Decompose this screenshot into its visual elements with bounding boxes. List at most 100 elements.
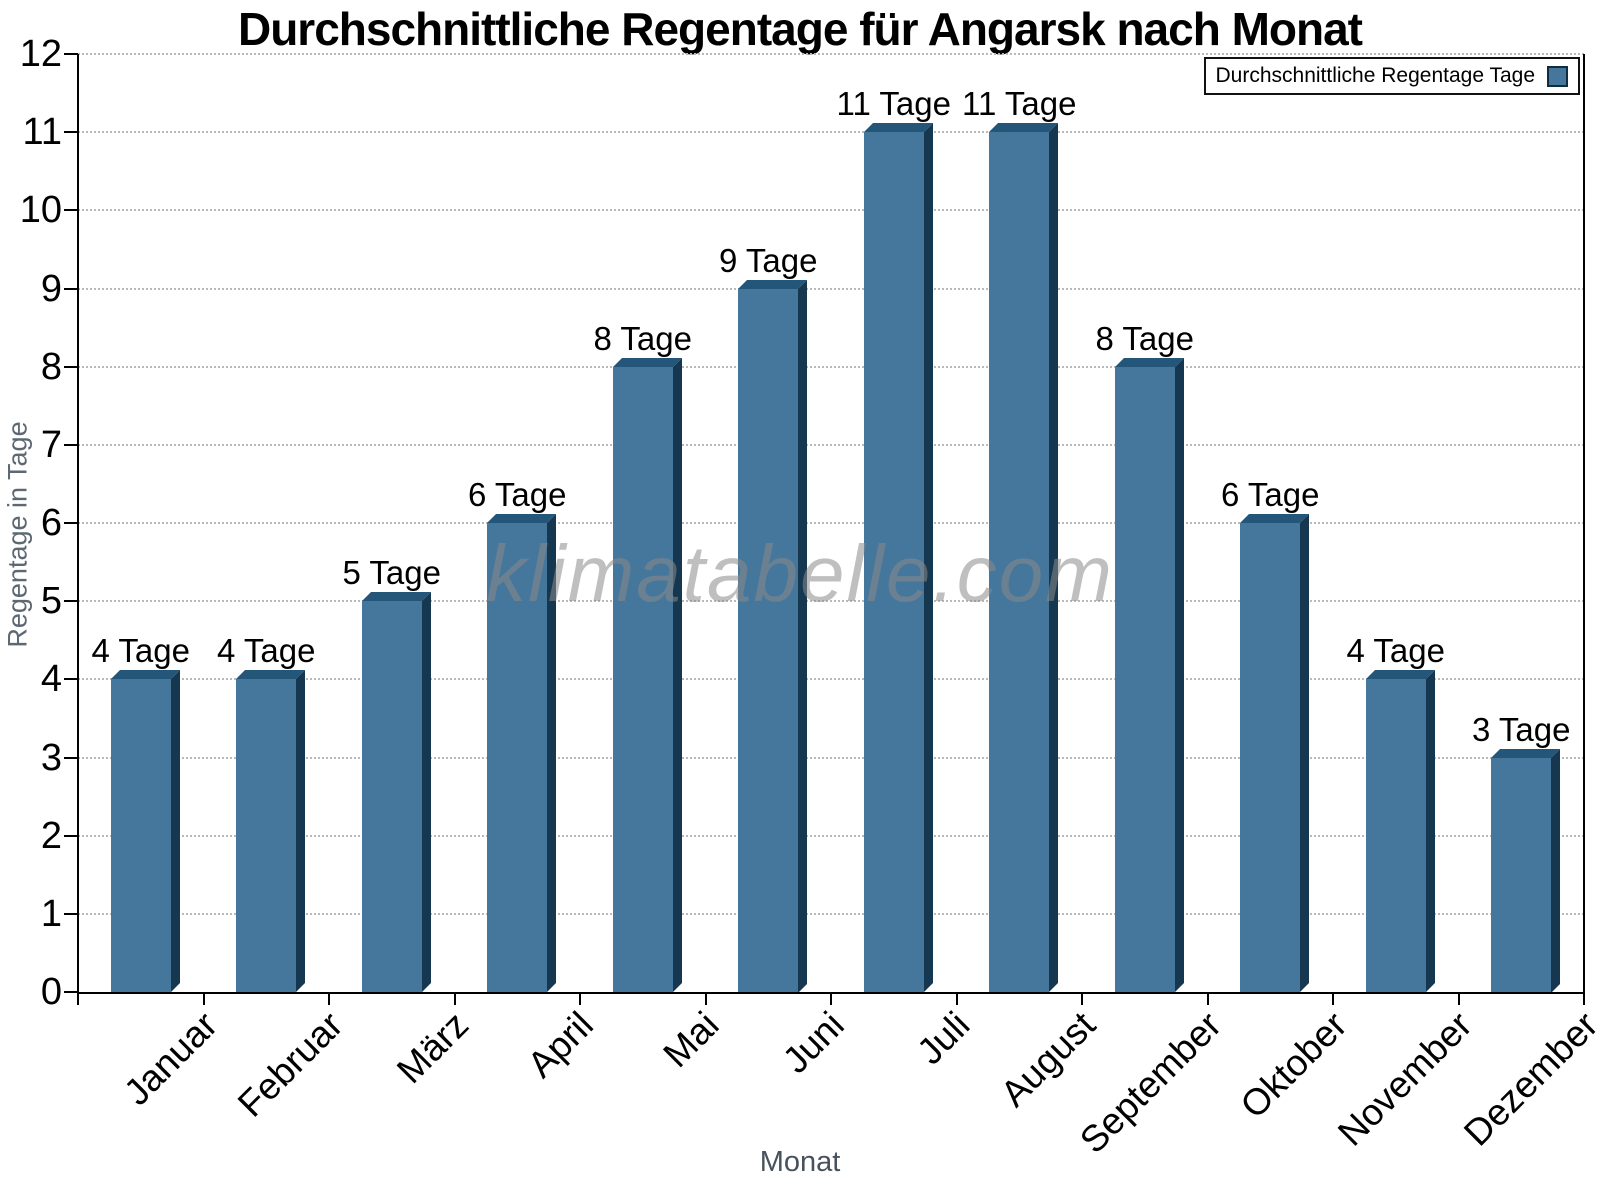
gridline — [78, 287, 1584, 290]
bar-face — [1114, 366, 1175, 992]
y-axis-line — [77, 54, 79, 994]
bar-face — [989, 132, 1050, 992]
bar-top-face — [1491, 748, 1561, 758]
y-tick-label: 4 — [40, 658, 62, 701]
legend: Durchschnittliche Regentage Tage — [1203, 57, 1580, 95]
bar-value-label: 6 Tage — [468, 476, 567, 513]
gridline — [78, 365, 1584, 368]
x-axis-title: Monat — [759, 1146, 841, 1178]
x-axis-line — [77, 992, 1585, 994]
y-tick — [64, 287, 78, 290]
bar-face — [110, 679, 171, 992]
x-category-label: August — [992, 1004, 1104, 1115]
y-tick — [64, 365, 78, 368]
y-tick — [64, 522, 78, 524]
y-tick-label: 9 — [40, 267, 62, 310]
right-border-line — [1583, 54, 1585, 994]
bar-face — [863, 132, 924, 992]
legend-swatch-icon — [1547, 65, 1568, 87]
gridline — [78, 131, 1584, 134]
x-tick — [328, 992, 330, 1005]
y-tick-label: 12 — [19, 33, 62, 75]
x-tick — [955, 992, 958, 1005]
x-tick — [1206, 992, 1209, 1005]
bar-value-label: 11 Tage — [962, 85, 1077, 123]
bar-value-label: 4 Tage — [217, 632, 316, 670]
gridline — [78, 522, 1584, 524]
y-tick-label: 11 — [22, 111, 62, 154]
bar-value-label: 3 Tage — [1472, 710, 1571, 748]
bar-value-label: 4 Tage — [1346, 632, 1445, 670]
y-tick — [64, 756, 78, 759]
x-category-label: Mai — [655, 1004, 727, 1076]
gridline — [78, 209, 1584, 212]
y-tick — [64, 834, 78, 837]
chart-title: Durchschnittliche Regentage für Angarsk … — [237, 3, 1363, 55]
gridline — [78, 443, 1584, 446]
bar-value-label: 5 Tage — [342, 554, 441, 592]
gridline — [78, 678, 1584, 681]
bar-face — [612, 366, 673, 992]
x-category-label: Februar — [229, 1004, 351, 1125]
bar-februar — [236, 670, 306, 992]
gridline — [78, 756, 1584, 759]
x-tick — [1583, 992, 1585, 1005]
bar-top-face — [361, 592, 431, 602]
x-category-label: November — [1330, 1004, 1480, 1154]
y-tick — [64, 131, 78, 134]
bar-face — [236, 679, 297, 992]
x-tick — [579, 992, 581, 1005]
y-tick-label: 6 — [40, 502, 62, 544]
y-tick — [64, 53, 78, 55]
x-category-label: April — [519, 1004, 602, 1086]
y-tick-label: 3 — [40, 736, 62, 779]
bar-face — [487, 523, 548, 992]
x-tick — [1457, 992, 1460, 1005]
y-tick-label: 1 — [40, 892, 62, 935]
watermark: klimatabelle.com — [486, 529, 1114, 618]
x-category-label: März — [388, 1004, 476, 1092]
y-tick — [64, 991, 78, 993]
y-tick — [64, 443, 78, 446]
gridline — [78, 912, 1584, 915]
bar-dezember — [1491, 748, 1561, 992]
bar-top-face — [989, 123, 1059, 133]
bar-side-face — [170, 670, 180, 992]
bar-value-label: 8 Tage — [593, 319, 692, 357]
bar-value-label: 9 Tage — [719, 241, 818, 279]
bar-juni — [738, 279, 808, 992]
legend-label: Durchschnittliche Regentage Tage — [1215, 64, 1535, 87]
y-tick — [64, 600, 78, 603]
bar-side-face — [1174, 357, 1184, 992]
bar-face — [1365, 679, 1426, 992]
bar-value-label: 11 Tage — [836, 85, 951, 123]
bar-side-face — [1551, 748, 1561, 992]
bar-januar — [110, 670, 180, 992]
bar-face — [1240, 523, 1301, 992]
y-tick-label: 8 — [40, 345, 62, 388]
x-category-label: Juni — [775, 1004, 853, 1081]
gridline — [78, 600, 1584, 603]
bar-value-label: 4 Tage — [91, 632, 190, 670]
x-category-label: Dezember — [1455, 1004, 1600, 1154]
x-tick — [202, 992, 205, 1005]
bar-face — [361, 601, 422, 992]
bar-side-face — [421, 592, 431, 992]
x-category-label: Juli — [909, 1004, 978, 1073]
bar-top-face — [612, 357, 682, 367]
y-tick-label: 0 — [40, 971, 62, 1013]
bar-oktober — [1240, 514, 1310, 992]
bar-november — [1365, 670, 1435, 992]
y-tick-label: 10 — [19, 189, 62, 232]
y-tick — [64, 912, 78, 915]
y-tick — [64, 209, 78, 212]
bar-april — [487, 514, 557, 992]
y-tick-label: 7 — [40, 423, 62, 466]
bar-top-face — [863, 123, 933, 133]
bar-top-face — [110, 670, 180, 680]
bar-august — [989, 123, 1059, 992]
bar-mai — [612, 357, 682, 992]
bar-value-label: 8 Tage — [1095, 319, 1194, 357]
gridline — [78, 53, 1584, 55]
